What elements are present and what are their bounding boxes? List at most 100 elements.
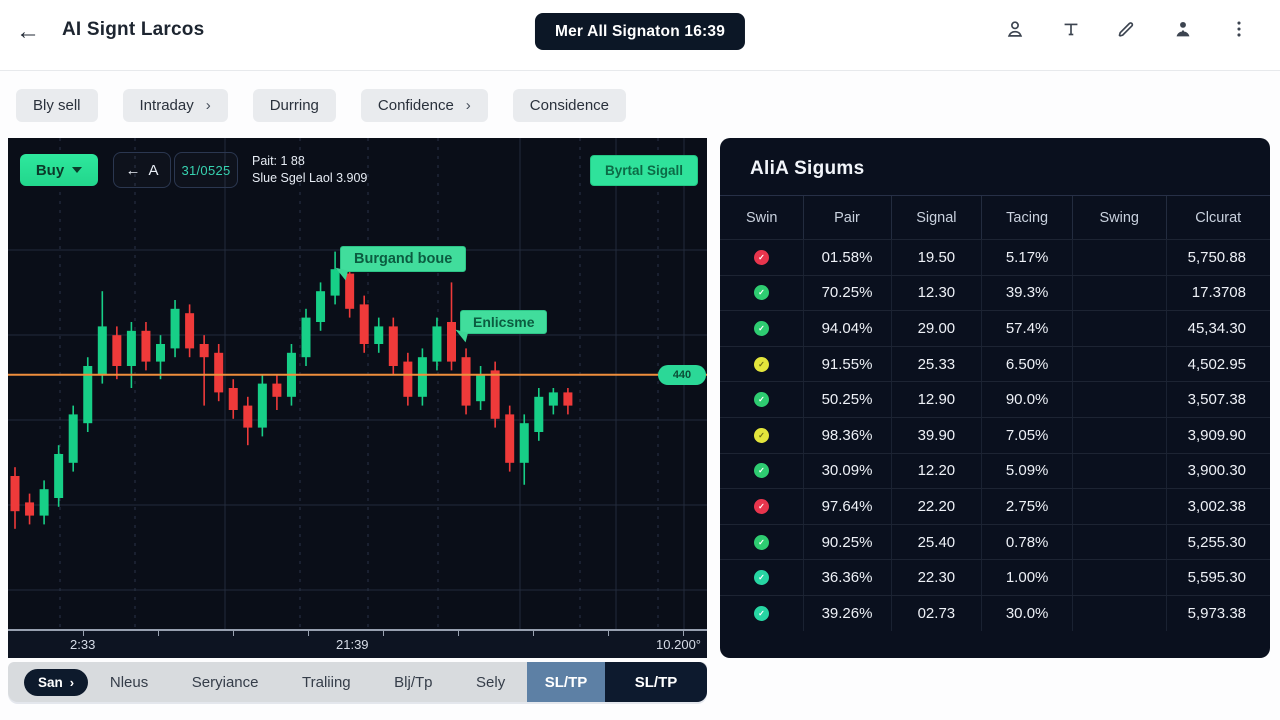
text-tool-icon[interactable]: [1058, 16, 1084, 42]
cell-signal: 29.00: [890, 311, 982, 346]
cell-clcurat: 3,900.30: [1165, 453, 1271, 489]
axis-tick: [683, 630, 684, 636]
avatar-filled-icon[interactable]: [1170, 16, 1196, 42]
cell-swin: ✓: [720, 560, 803, 595]
cell-swin: ✓: [720, 276, 803, 311]
cell-tacing: 2.75%: [981, 489, 1072, 524]
cell-signal: 39.90: [890, 417, 982, 453]
signal-schedule-button[interactable]: Mer All Signaton 16:39: [534, 13, 746, 50]
tab-blj-tp[interactable]: Blj/Tp: [394, 673, 433, 691]
cell-swin: ✓: [720, 418, 803, 453]
signals-table-body: ✓ 01.58% 19.50 5.17% 5,750.88 ✓ 70.25% 12.30 39.…: [720, 239, 1270, 631]
cell-swin: ✓: [720, 525, 803, 560]
status-dot-red: ✓: [754, 249, 769, 265]
tab-seryiance[interactable]: Seryiance: [191, 673, 259, 691]
cell-pair: 94.04%: [802, 311, 891, 346]
more-vertical-icon[interactable]: [1226, 16, 1252, 42]
filter-chip-label: Confidence: [377, 97, 454, 114]
cell-clcurat: 5,595.30: [1165, 560, 1271, 595]
tab-traliing[interactable]: Traliing: [302, 673, 351, 691]
status-dot-green: ✓: [754, 463, 769, 479]
pen-icon[interactable]: [1114, 16, 1140, 42]
filter-chip-label: Considence: [529, 97, 610, 114]
buy-dropdown-button[interactable]: Buy: [20, 154, 98, 186]
signals-table-header: Swin Pair Signal Tacing Swing Clcurat: [720, 196, 1270, 239]
cell-signal: 02.73: [890, 595, 982, 631]
chart-annotation: Burgand boue: [340, 246, 467, 272]
cell-tacing: 90.0%: [981, 382, 1072, 417]
filter-chip-intraday[interactable]: Intraday ›: [122, 89, 228, 122]
table-row[interactable]: ✓ 94.04% 29.00 57.4% 45,34.30: [720, 310, 1270, 346]
cell-pair: 97.64%: [802, 489, 891, 524]
table-row[interactable]: ✓ 91.55% 25.33 6.50% 4,502.95: [720, 345, 1270, 382]
cell-signal: 25.40: [890, 524, 982, 560]
cell-signal: 19.50: [890, 240, 982, 275]
table-row[interactable]: ✓ 90.25% 25.40 0.78% 5,255.30: [720, 523, 1270, 560]
bottom-tab-bar: San › Nleus Seryiance Traliing Blj/Tp Sely SL/T…: [8, 662, 707, 702]
signals-panel: AliA Sigums Swin Pair Signal Tacing Swin…: [720, 138, 1270, 658]
chart-header: Buy ← A 31/0525 Pait: 1 88 Slue Sgel Lao…: [20, 150, 698, 190]
cell-swing: [1072, 275, 1166, 311]
cell-clcurat: 17.3708: [1165, 275, 1271, 311]
cell-signal: 12.20: [890, 453, 982, 489]
cell-pair: 91.55%: [802, 346, 891, 382]
cell-swing: [1072, 382, 1166, 417]
user-icon[interactable]: [1002, 16, 1028, 42]
chart-panel: Buy ← A 31/0525 Pait: 1 88 Slue Sgel Lao…: [8, 138, 707, 658]
candlestick-chart[interactable]: [8, 138, 707, 631]
chart-counter[interactable]: 31/0525: [174, 152, 238, 188]
table-row[interactable]: ✓ 50.25% 12.90 90.0% 3,507.38: [720, 381, 1270, 417]
pair-info-line2: Slue Sgel Laol 3.909: [252, 171, 368, 185]
axis-tick: [383, 630, 384, 636]
table-row[interactable]: ✓ 30.09% 12.20 5.09% 3,900.30: [720, 452, 1271, 489]
page-title: AI Signt Larcos: [62, 19, 205, 40]
filter-chip-label: Durring: [269, 97, 319, 114]
x-axis-label: 2:33: [70, 637, 96, 652]
cell-tacing: 57.4%: [981, 311, 1072, 346]
tab-sely[interactable]: Sely: [476, 673, 506, 691]
cell-pair: 30.09%: [802, 453, 891, 489]
status-dot-teal: ✓: [754, 570, 769, 586]
chevron-down-icon: [72, 167, 83, 173]
chart-nav-box[interactable]: ← A: [113, 152, 171, 188]
filter-chip-confidence[interactable]: Confidence ›: [360, 89, 488, 122]
signals-panel-title: AliA Sigums: [720, 138, 1270, 196]
cell-pair: 70.25%: [802, 275, 891, 311]
back-arrow-icon[interactable]: ←: [16, 18, 40, 45]
tab-sl-tp[interactable]: SL/TP: [527, 662, 605, 702]
cell-swin: ✓: [720, 311, 803, 346]
tab-sl-tp-2[interactable]: SL/TP: [605, 662, 707, 702]
table-row[interactable]: ✓ 70.25% 12.30 39.3% 17.3708: [720, 274, 1271, 311]
top-bar: ← AI Signt Larcos Mer All Signaton 16:39: [0, 0, 1280, 71]
filter-chip-bly-sell[interactable]: Bly sell: [16, 89, 98, 122]
signal-action-button[interactable]: Byrtal Sigall: [589, 154, 698, 186]
x-axis-label: 21:39: [336, 637, 369, 652]
cell-swing: [1072, 417, 1166, 453]
status-dot-green: ✓: [754, 392, 769, 408]
status-dot-yellow: ✓: [754, 356, 769, 372]
table-row[interactable]: ✓ 36.36% 22.30 1.00% 5,595.30: [720, 559, 1270, 595]
cell-pair: 36.36%: [802, 560, 891, 595]
tab-san[interactable]: San ›: [24, 668, 89, 696]
column-header: Tacing: [981, 196, 1072, 239]
tab-nleus[interactable]: Nleus: [109, 673, 149, 691]
cell-tacing: 30.0%: [981, 595, 1072, 631]
table-row[interactable]: ✓ 98.36% 39.90 7.05% 3,909.90: [720, 416, 1270, 453]
column-header: Swing: [1072, 196, 1166, 239]
cell-pair: 98.36%: [802, 417, 891, 453]
filter-chip-label: Bly sell: [33, 97, 81, 114]
filter-chip-considence[interactable]: Considence: [512, 89, 627, 122]
filter-chip-durring[interactable]: Durring: [252, 89, 336, 122]
pair-info-line1: Pait: 1 88: [252, 154, 305, 168]
cell-swin: ✓: [720, 382, 803, 417]
table-row[interactable]: ✓ 01.58% 19.50 5.17% 5,750.88: [720, 239, 1270, 275]
cell-swing: [1072, 311, 1166, 346]
status-dot-green: ✓: [754, 285, 769, 301]
chevron-right-icon: ›: [465, 97, 471, 114]
table-row[interactable]: ✓ 97.64% 22.20 2.75% 3,002.38: [720, 488, 1270, 524]
table-row[interactable]: ✓ 39.26% 02.73 30.0% 5,973.38: [720, 594, 1270, 631]
axis-tick: [533, 630, 534, 636]
column-header: Clcurat: [1165, 196, 1271, 239]
cell-tacing: 7.05%: [981, 417, 1072, 453]
